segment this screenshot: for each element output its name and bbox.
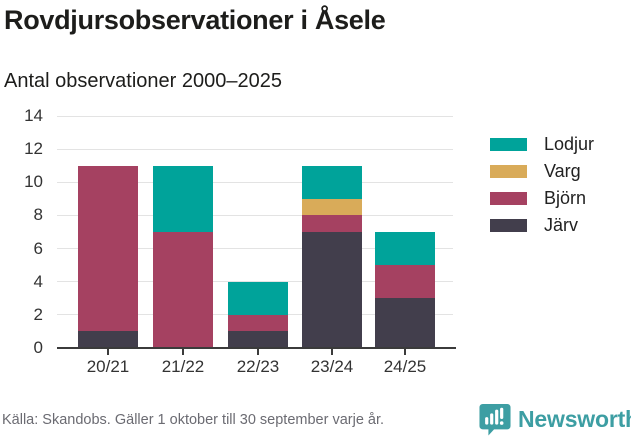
bar-segment-varg (302, 198, 362, 216)
bar-segment-jrv (375, 298, 435, 348)
bar-segment-lodjur (153, 165, 213, 232)
x-axis-tick (182, 349, 184, 355)
source-note: Källa: Skandobs. Gäller 1 oktober till 3… (2, 412, 385, 428)
newsworthy-wordmark: Newsworthy (518, 406, 631, 432)
x-axis-tick (331, 349, 333, 355)
bar-stack (153, 165, 213, 348)
x-axis-tick (257, 349, 259, 355)
y-axis-label: 14 (24, 106, 43, 125)
y-axis-label: 12 (24, 139, 43, 159)
gridline (57, 148, 453, 150)
gridline (57, 248, 453, 250)
legend-swatch (490, 219, 527, 232)
newsworthy-logo: Newsworthy (479, 403, 631, 436)
bar-segment-bjrn (375, 265, 435, 299)
legend-item-varg: Varg (490, 158, 594, 185)
legend-item-bjrn: Björn (490, 185, 594, 212)
bar-segment-bjrn (78, 165, 138, 332)
x-axis-label: 23/24 (310, 357, 354, 376)
gridline (57, 115, 453, 117)
bar-segment-bjrn (153, 231, 213, 348)
bar-segment-bjrn (228, 314, 288, 332)
y-axis-label: 0 (33, 338, 43, 357)
y-axis-label: 8 (33, 205, 43, 225)
gridline (57, 181, 453, 183)
gridline (57, 281, 453, 283)
bar-stack (302, 165, 362, 348)
bar-segment-jrv (228, 331, 288, 348)
x-axis-label: 24/25 (383, 357, 427, 376)
gridline (57, 214, 453, 216)
chart-title: Rovdjursobservationer i Åsele (4, 5, 386, 35)
bar-segment-lodjur (302, 165, 362, 199)
legend-item-lodjur: Lodjur (490, 131, 594, 158)
legend-label: Järv (544, 215, 579, 235)
legend-swatch (490, 165, 527, 178)
y-axis-label: 6 (33, 238, 43, 258)
x-axis-tick (404, 349, 406, 355)
legend: Lodjur Varg Björn Järv (490, 131, 594, 239)
bar-segment-lodjur (228, 281, 288, 315)
x-axis-label: 22/23 (236, 357, 280, 376)
legend-label: Varg (544, 161, 581, 181)
bar-stack (228, 281, 288, 348)
legend-label: Lodjur (544, 134, 595, 154)
bar-segment-jrv (302, 231, 362, 348)
x-axis-label: 20/21 (86, 357, 130, 376)
y-axis-label: 10 (24, 172, 43, 192)
legend-label: Björn (544, 188, 587, 208)
newsworthy-badge-icon (479, 403, 511, 436)
bar-segment-bjrn (302, 215, 362, 232)
bar-stack (375, 232, 435, 348)
bar-stack (78, 165, 138, 348)
legend-swatch (490, 192, 527, 205)
x-axis-label: 21/22 (161, 357, 205, 376)
chart-subtitle: Antal observationer 2000–2025 (4, 70, 282, 92)
legend-item-jrv: Järv (490, 212, 594, 239)
x-axis-tick (107, 349, 109, 355)
x-axis-line (57, 347, 456, 349)
legend-swatch (490, 138, 527, 151)
bar-segment-jrv (78, 331, 138, 348)
bar-segment-lodjur (375, 232, 435, 266)
y-axis-label: 4 (33, 271, 43, 291)
y-axis-label: 2 (33, 304, 43, 324)
